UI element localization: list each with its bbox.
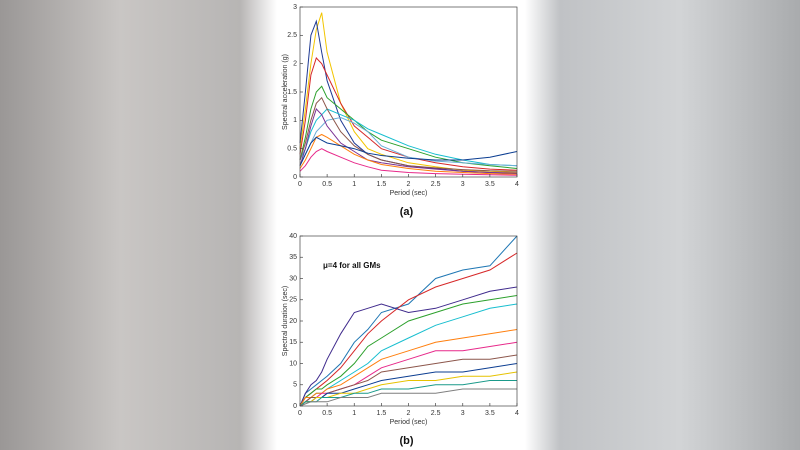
y-tick-label: 15: [289, 339, 297, 346]
panel-label: (b): [399, 435, 413, 447]
annotation: μ=4 for all GMs: [323, 261, 381, 270]
x-tick-label: 0: [298, 181, 302, 188]
x-tick-label: 0.5: [322, 410, 332, 417]
series-line: [299, 148, 518, 176]
series-line: [299, 303, 518, 407]
series-line: [299, 57, 518, 171]
panel-label: (a): [400, 206, 414, 218]
x-axis-label: Period (sec): [390, 419, 428, 426]
x-tick-label: 0: [298, 410, 302, 417]
y-tick-label: 30: [289, 275, 297, 282]
y-tick-label: 10: [289, 360, 297, 367]
x-axis-label: Period (sec): [390, 190, 428, 197]
series-line: [299, 235, 518, 407]
y-axis-label: Spectral acceleration (g): [282, 54, 289, 130]
series-line: [299, 116, 518, 167]
x-tick-label: 3.5: [485, 181, 495, 188]
x-tick-label: 1: [352, 181, 356, 188]
figure-panel: [278, 0, 525, 450]
x-tick-label: 1.5: [377, 410, 387, 417]
plot-frame: [299, 6, 518, 178]
y-axis-label: Spectral duration (sec): [282, 286, 289, 356]
x-tick-label: 2: [407, 181, 411, 188]
x-tick-label: 1: [352, 410, 356, 417]
y-tick-label: 0: [293, 174, 297, 181]
series-line: [299, 341, 518, 407]
x-tick-label: 1.5: [377, 181, 387, 188]
x-tick-label: 4: [515, 410, 519, 417]
x-tick-label: 3: [461, 410, 465, 417]
series-line: [299, 96, 518, 172]
x-tick-label: 2.5: [431, 181, 441, 188]
series-line: [299, 19, 518, 175]
y-tick-label: 2: [293, 61, 297, 68]
series-line: [299, 354, 518, 407]
x-tick-label: 0.5: [322, 181, 332, 188]
series-line: [299, 388, 517, 407]
series-line: [299, 108, 518, 174]
series-line: [299, 133, 518, 175]
y-tick-label: 1: [293, 117, 297, 124]
y-tick-label: 0.5: [287, 146, 297, 153]
y-tick-label: 2.5: [287, 32, 297, 39]
series-line: [299, 295, 518, 407]
series-line: [299, 85, 518, 169]
x-tick-label: 2: [407, 410, 411, 417]
x-tick-label: 3.5: [485, 410, 495, 417]
y-tick-label: 5: [293, 382, 297, 389]
series-line: [299, 108, 518, 167]
x-tick-label: 4: [515, 181, 519, 188]
series-line: [299, 136, 518, 166]
series-line: [299, 252, 518, 407]
y-tick-label: 40: [289, 233, 297, 240]
y-tick-label: 25: [289, 297, 297, 304]
y-tick-label: 35: [289, 254, 297, 261]
y-tick-label: 0: [293, 403, 297, 410]
x-tick-label: 3: [461, 181, 465, 188]
series-line: [299, 286, 518, 407]
series-line: [299, 329, 518, 407]
y-tick-label: 1.5: [287, 89, 297, 96]
x-tick-label: 2.5: [431, 410, 441, 417]
y-tick-label: 20: [289, 318, 297, 325]
y-tick-label: 3: [293, 4, 297, 11]
